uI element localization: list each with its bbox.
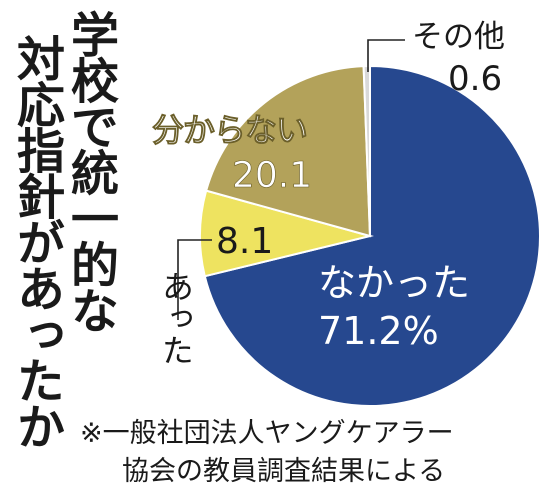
label-other: その他	[412, 19, 505, 55]
label-wakaranai: 分からない	[152, 111, 309, 149]
source-note-line1: ※一般社団法人ヤングケアラー	[80, 418, 454, 449]
leader-line-other	[367, 39, 405, 72]
label-nakatta: なかった	[318, 261, 471, 305]
value-wakaranai: 20.1	[232, 155, 313, 196]
value-other: 0.6	[448, 59, 503, 99]
label-atta: あった	[157, 270, 195, 366]
value-atta: 8.1	[216, 221, 274, 262]
leader-lines	[177, 39, 405, 320]
pie-slice-other	[362, 64, 371, 237]
source-note-line2: 協会の教員調査結果による	[122, 456, 446, 487]
chart-title-line1: 学校で統一的な	[62, 10, 118, 332]
pie-slices	[199, 64, 541, 407]
chart-title-line2: 対応指針があったか	[8, 34, 64, 448]
leader-line-atta	[177, 239, 212, 320]
value-nakatta: 71.2%	[318, 309, 439, 353]
pie-slice-wakaranai	[204, 65, 372, 238]
